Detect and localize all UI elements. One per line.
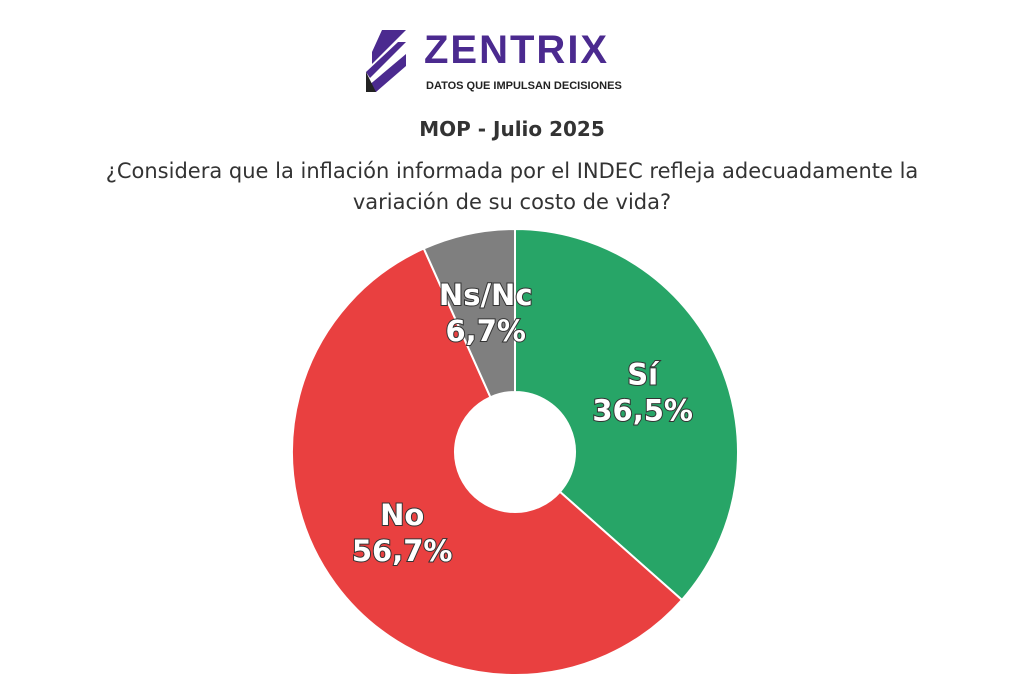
slice-category-label: Sí	[627, 358, 660, 392]
brand: ZENTRIX	[424, 28, 610, 72]
chart-subtitle: ¿Considera que la inflación informada po…	[105, 159, 919, 214]
donut-slice	[422, 227, 516, 399]
donut-slice	[291, 247, 684, 676]
slice-value-label: 6,7%	[446, 314, 526, 348]
slice-category-label: Ns/Nc	[439, 278, 533, 312]
chart-title: MOP - Julio 2025	[419, 117, 605, 141]
slice-value-label: 56,7%	[352, 534, 453, 568]
donut-slice	[514, 227, 739, 602]
tagline: DATOS QUE IMPULSAN DECISIONES	[426, 80, 622, 92]
logo-icon	[366, 30, 406, 92]
slice-category-label: No	[380, 498, 424, 532]
slice-value-label: 36,5%	[592, 394, 693, 428]
